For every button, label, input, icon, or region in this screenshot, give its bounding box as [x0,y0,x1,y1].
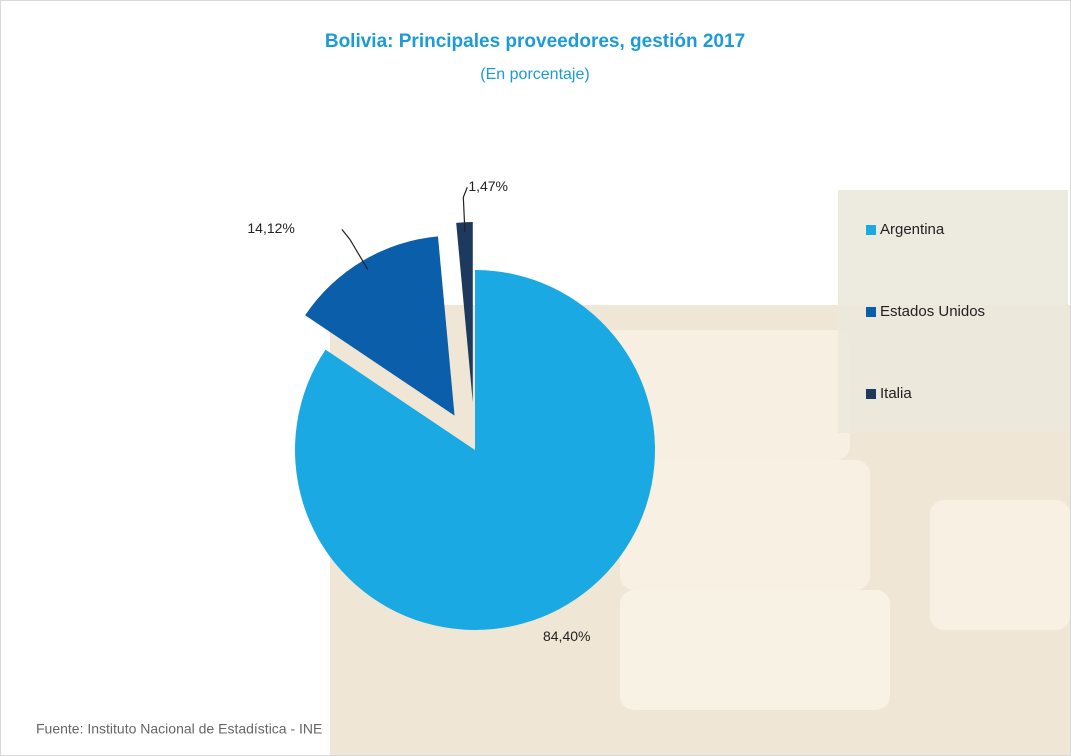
pie-slice [456,222,473,403]
background-photo-detail [620,590,890,710]
background-photo-detail [930,500,1070,630]
legend-swatch [866,389,876,399]
background-photo-detail [620,460,870,590]
leader-line [341,228,369,270]
value-label: 14,12% [247,220,294,236]
leader-line [462,187,468,233]
legend-box [838,190,1068,433]
pie: 84,40% 14,12% 1,47% [247,178,655,644]
pie-slice [305,236,455,416]
value-label: 1,47% [468,178,508,194]
legend-swatch [866,225,876,235]
legend-swatch [866,307,876,317]
pie-slice [294,270,655,631]
chart-title: Bolivia: Principales proveedores, gestió… [325,31,745,52]
chart-subtitle: (En porcentaje) [480,66,589,83]
background-photo-detail [600,330,850,460]
legend: Argentina Estados Unidos Italia [866,221,985,402]
value-label: 84,40% [543,628,590,644]
legend-label: Argentina [880,221,945,238]
legend-label: Estados Unidos [880,303,985,320]
source: Fuente: Instituto Nacional de Estadístic… [36,721,322,737]
legend-label: Italia [880,385,912,402]
